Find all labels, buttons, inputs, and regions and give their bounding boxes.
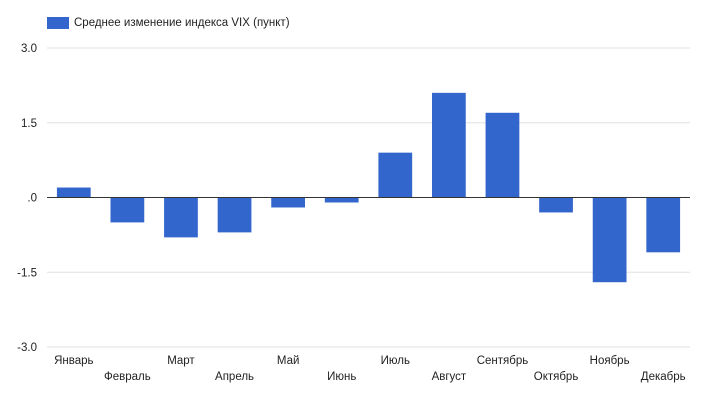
x-axis-ticks: Январь Февраль Март Апрель Май Июнь Июль Август… (54, 355, 686, 383)
legend-label: Среднее изменение индекса VIX (пункт) (74, 17, 290, 29)
y-tick-label: 1.5 (21, 118, 37, 130)
x-tick-label: Декабрь (641, 371, 686, 383)
bars (56, 92, 681, 283)
legend-swatch (47, 17, 69, 29)
bar-9 (485, 112, 520, 198)
x-tick-label: Март (167, 355, 195, 367)
bar-8 (431, 92, 466, 198)
bar-11 (592, 197, 627, 283)
x-tick-label: Август (432, 371, 467, 383)
x-tick-label: Май (277, 355, 300, 367)
bar-5 (271, 197, 306, 208)
bar-2 (110, 197, 145, 223)
x-tick-label: Январь (54, 355, 93, 367)
x-tick-label: Октябрь (534, 371, 579, 383)
x-tick-label: Февраль (104, 371, 151, 383)
bar-10 (539, 197, 573, 213)
legend: Среднее изменение индекса VIX (пункт) (47, 17, 290, 29)
x-tick-label: Ноябрь (590, 355, 630, 367)
bar-7 (378, 152, 413, 198)
y-tick-label: .0 (27, 193, 37, 205)
bar-12 (646, 197, 681, 253)
y-tick-label: -3.0 (17, 342, 37, 354)
x-tick-label: Сентябрь (477, 355, 529, 367)
y-tick-label: -1.5 (17, 267, 37, 279)
bar-6 (324, 197, 359, 203)
bar-3 (164, 197, 198, 238)
x-tick-label: Июнь (327, 371, 356, 383)
bar-1 (56, 187, 91, 198)
grid-lines (47, 47, 690, 348)
bar-4 (217, 197, 252, 233)
x-tick-label: Июль (381, 355, 410, 367)
y-tick-label: 3.0 (21, 43, 37, 55)
y-axis-ticks: 3.0 1.5 .0 -1.5 -3.0 (17, 43, 37, 354)
x-tick-label: Апрель (215, 371, 254, 383)
